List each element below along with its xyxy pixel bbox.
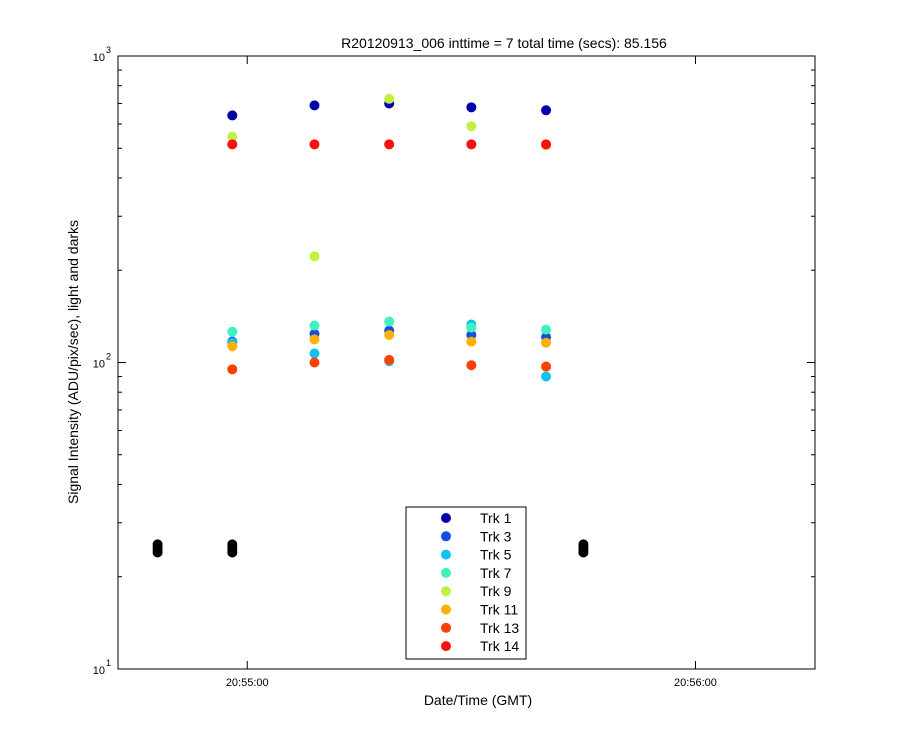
point-trk-11 [227,341,238,352]
legend-label-trk-3: Trk 3 [480,528,512,544]
x-tick-label: 20:56:00 [674,677,717,689]
legend-label-trk-5: Trk 5 [480,547,512,563]
point-trk-7 [466,322,477,333]
legend-marker-trk-5 [441,549,451,560]
legend: Trk 1 Trk 3 Trk 5 Trk 7 Trk 9 Trk 11 Trk 13 Trk… [405,506,527,660]
point-trk-1 [466,102,477,113]
dark-frame-point [578,547,589,558]
point-trk-14 [384,139,395,150]
point-trk-1 [541,105,552,116]
point-trk-11 [541,337,552,348]
y-minor-ticks [118,69,815,578]
point-trk-11 [309,334,320,345]
x-tick-label: 20:55:00 [226,677,269,689]
point-trk-13 [541,361,552,372]
chart-title: R20120913_006 inttime = 7 total time (se… [341,35,667,51]
point-trk-9 [384,93,395,104]
x-axis: 20:55:00 20:56:00 [226,56,717,689]
point-trk-13 [309,357,320,368]
point-trk-11 [384,329,395,340]
legend-label-trk-13: Trk 13 [480,620,519,636]
legend-box [405,506,527,660]
dark-frame-point [152,547,163,558]
legend-label-trk-1: Trk 1 [480,510,512,526]
y-tick-label: 10 [93,665,105,677]
legend-marker-trk-11 [441,604,451,615]
y-tick-exponent: 1 [106,658,111,668]
point-trk-9 [309,251,320,262]
y-tick-label: 10 [93,52,105,64]
point-trk-5 [541,371,552,382]
point-trk-14 [541,139,552,150]
y-tick-exponent: 3 [106,45,111,55]
point-trk-14 [466,139,477,150]
point-trk-13 [384,354,395,365]
y-axis-label: Signal Intensity (ADU/pix/sec), light an… [65,220,81,504]
point-trk-1 [227,110,238,121]
legend-marker-trk-13 [441,622,451,633]
legend-marker-trk-7 [441,567,451,578]
point-trk-13 [466,360,477,371]
point-trk-1 [309,100,320,111]
point-trk-7 [309,320,320,331]
point-trk-14 [309,139,320,150]
y-tick-exponent: 2 [106,352,111,362]
legend-label-trk-11: Trk 11 [480,602,518,618]
legend-label-trk-9: Trk 9 [480,583,512,599]
point-trk-9 [227,131,238,142]
point-trk-5 [309,348,320,359]
legend-marker-trk-14 [441,641,451,652]
point-trk-11 [466,336,477,347]
legend-label-trk-7: Trk 7 [480,565,512,581]
point-trk-7 [227,326,238,337]
point-trk-7 [384,316,395,327]
point-trk-7 [541,324,552,335]
legend-marker-trk-9 [441,586,451,597]
point-trk-14 [227,139,238,150]
point-trk-13 [227,364,238,375]
x-axis-label: Date/Time (GMT) [424,692,532,708]
y-tick-label: 10 [93,359,105,371]
legend-label-trk-14: Trk 14 [480,638,519,654]
point-trk-9 [466,121,477,132]
dark-frame-point [227,547,238,558]
legend-marker-trk-3 [441,531,451,542]
legend-marker-trk-1 [441,513,451,523]
